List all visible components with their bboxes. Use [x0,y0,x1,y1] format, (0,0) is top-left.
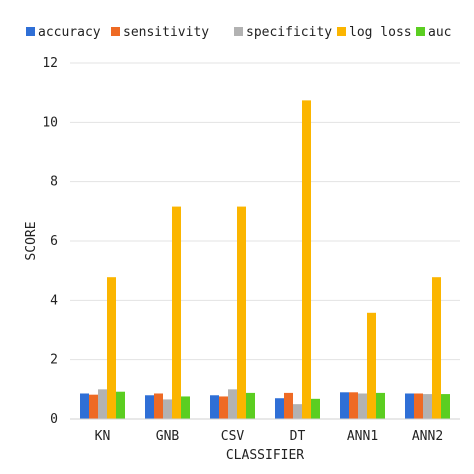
x-tick-label: DT [290,429,306,444]
gridlines [70,62,460,361]
y-tick-label: 10 [42,115,58,130]
legend-swatch-accuracy [26,27,35,36]
legend-label: log loss [349,25,412,40]
bar-auc-gnb [181,396,190,419]
legend-swatch-specificity [234,27,243,36]
bar-sensitivity-kn [89,394,98,419]
bar-auc-ann1 [376,392,385,419]
bar-accuracy-ann1 [340,392,349,419]
y-tick-label: 4 [50,293,58,308]
legend: accuracy sensitivity specificity log loss au… [26,25,451,40]
legend-label: accuracy [38,25,101,40]
x-tick-label: GNB [156,429,180,444]
bar-accuracy-gnb [145,395,154,419]
bar-log-loss-kn [107,277,116,419]
bar-sensitivity-gnb [154,393,163,419]
legend-label: specificity [246,25,332,40]
bar-specificity-kn [98,389,107,419]
bar-specificity-dt [293,404,302,419]
y-tick-label: 2 [50,353,58,368]
bar-specificity-ann2 [423,394,432,419]
y-tick-label: 12 [42,56,58,71]
x-axis-title: CLASSIFIER [226,448,304,463]
bar-accuracy-csv [210,395,219,419]
bar-specificity-csv [228,389,237,419]
bar-log-loss-ann1 [367,312,376,419]
legend-swatch-sensitivity [111,27,120,36]
bar-sensitivity-ann1 [349,392,358,419]
y-axis-title: SCORE [24,221,39,260]
bar-log-loss-gnb [172,206,181,419]
bar-sensitivity-csv [219,396,228,419]
x-tick-label: ANN1 [347,429,378,444]
bar-log-loss-dt [302,100,311,419]
y-tick-label: 6 [50,234,58,249]
legend-label: sensitivity [123,25,209,40]
bar-sensitivity-dt [284,392,293,419]
y-axis-ticks: 0 2 4 6 8 10 12 [42,56,58,427]
bar-log-loss-csv [237,206,246,419]
bar-auc-csv [246,392,255,419]
bar-specificity-ann1 [358,393,367,419]
bar-auc-dt [311,398,320,419]
bar-auc-kn [116,391,125,419]
bars [80,100,450,419]
legend-label: auc [428,25,451,40]
x-tick-label: CSV [221,429,245,444]
bar-sensitivity-ann2 [414,393,423,419]
y-tick-label: 8 [50,175,58,190]
bar-accuracy-kn [80,393,89,419]
bar-accuracy-dt [275,398,284,419]
bar-log-loss-ann2 [432,277,441,419]
bar-specificity-gnb [163,399,172,419]
x-tick-label: KN [95,429,111,444]
bar-accuracy-ann2 [405,393,414,419]
legend-swatch-log-loss [337,27,346,36]
x-tick-label: ANN2 [412,429,443,444]
x-axis-ticks: KN GNB CSV DT ANN1 ANN2 [95,429,443,444]
y-tick-label: 0 [50,412,58,427]
bar-auc-ann2 [441,394,450,419]
legend-swatch-auc [416,27,425,36]
